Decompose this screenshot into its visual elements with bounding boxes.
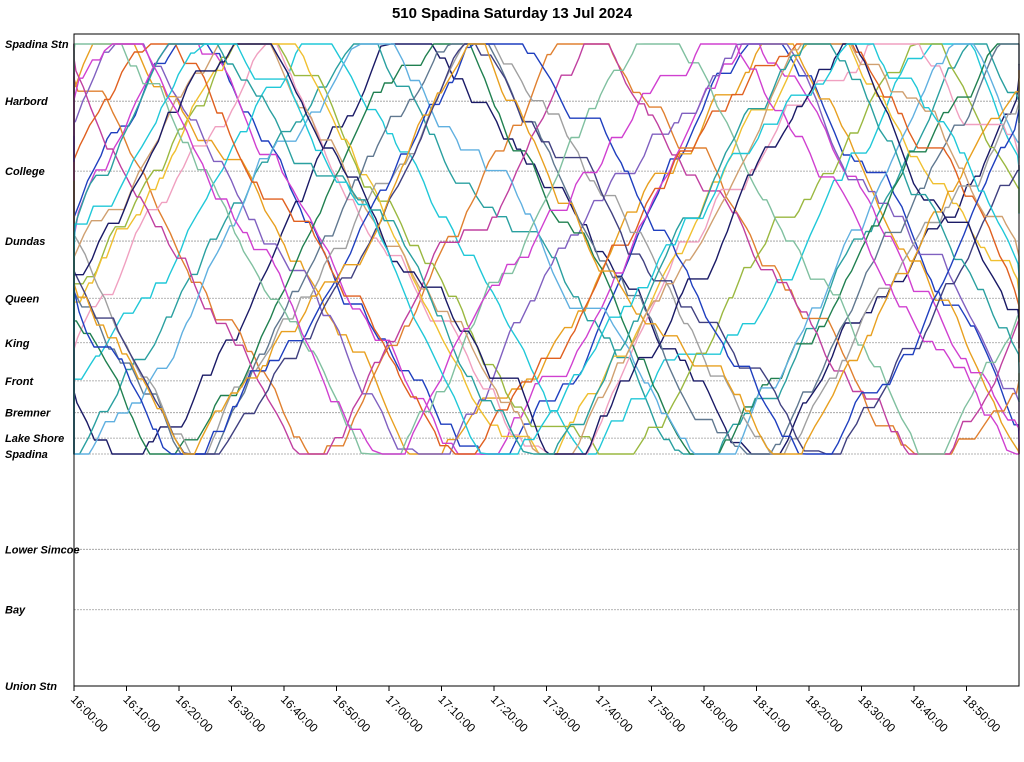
stop-label: Queen (5, 293, 40, 305)
vehicle-trace (73, 43, 1020, 455)
vehicle-trace (73, 43, 1020, 455)
stop-label: King (5, 338, 30, 350)
vehicle-trace (73, 43, 1020, 455)
vehicle-trace (73, 43, 1020, 455)
vehicle-trace (73, 43, 1020, 455)
time-axis: 16:00:00 16:10:00 16:20:00 16:30:00 16:40:00… (68, 686, 1004, 735)
time-tick-label: 17:10:00 (435, 692, 478, 735)
time-tick-label: 17:50:00 (645, 692, 688, 735)
chart-title: 510 Spadina Saturday 13 Jul 2024 (392, 5, 633, 22)
time-tick-label: 18:10:00 (750, 692, 793, 735)
vehicle-trace (73, 43, 1020, 455)
vehicle-traces (73, 43, 1020, 455)
time-tick-label: 17:00:00 (383, 692, 426, 735)
stop-label: College (5, 166, 45, 178)
vehicle-trace (73, 43, 1019, 455)
stop-label: Spadina (5, 449, 48, 461)
time-tick-label: 18:20:00 (803, 692, 846, 735)
vehicle-trace (73, 43, 1019, 455)
vehicle-trace (73, 43, 1020, 455)
time-tick-label: 17:20:00 (488, 692, 531, 735)
time-tick-label: 18:50:00 (960, 692, 1003, 735)
vehicle-trace (73, 43, 1020, 455)
time-tick-label: 18:00:00 (698, 692, 741, 735)
stop-label: Union Stn (5, 681, 57, 693)
vehicle-trace (73, 43, 1020, 455)
stop-label: Bremner (5, 408, 51, 420)
vehicle-trace (73, 43, 1020, 455)
vehicle-trace (73, 43, 1020, 455)
vehicle-trace (73, 43, 1020, 455)
time-tick-label: 16:50:00 (330, 692, 373, 735)
vehicle-trace (73, 43, 1020, 455)
time-tick-label: 18:40:00 (908, 692, 951, 735)
stop-label: Front (5, 376, 34, 388)
time-tick-label: 16:20:00 (173, 692, 216, 735)
stop-label: Harbord (5, 96, 48, 108)
stop-label: Lower Simcoe (5, 544, 80, 556)
stop-label: Bay (5, 605, 26, 617)
vehicle-trace (73, 43, 1020, 455)
time-tick-label: 16:40:00 (278, 692, 321, 735)
time-tick-label: 16:10:00 (120, 692, 163, 735)
time-tick-label: 16:30:00 (225, 692, 268, 735)
stop-label: Spadina Stn (5, 39, 69, 51)
time-tick-label: 18:30:00 (855, 692, 898, 735)
time-tick-label: 16:00:00 (68, 692, 111, 735)
vehicle-trace (73, 43, 1020, 455)
time-tick-label: 17:30:00 (540, 692, 583, 735)
stop-label: Dundas (5, 236, 45, 248)
time-tick-label: 17:40:00 (593, 692, 636, 735)
grid-lines (74, 100, 1019, 611)
stop-label: Lake Shore (5, 433, 64, 445)
stop-labels: Spadina Stn Harbord College Dundas Queen King… (5, 39, 80, 693)
vehicle-trace (73, 43, 1020, 455)
vehicle-trace (73, 43, 1020, 455)
